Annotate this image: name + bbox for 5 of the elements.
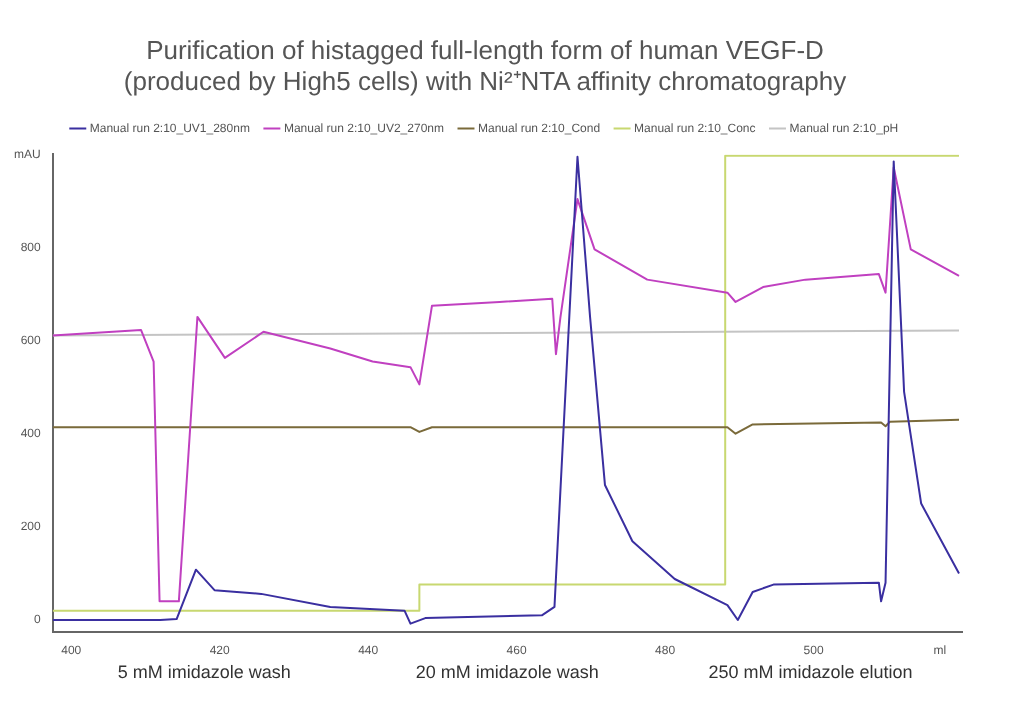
text: 250 mM imidazole elution: [708, 661, 913, 682]
text: 20 mM imidazole wash: [415, 661, 599, 682]
text: 5 mM imidazole wash: [117, 661, 291, 682]
text: (produced by High5 cells) with Ni²⁺NTA affinity chromatography: [123, 65, 847, 96]
text: Purification of histagged full-length form of human VEGF-D: [146, 34, 824, 65]
